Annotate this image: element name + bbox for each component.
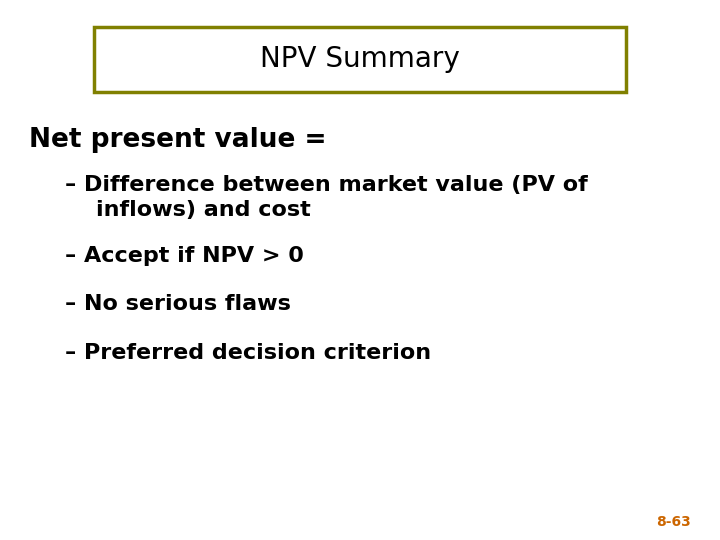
Text: – Difference between market value (PV of
    inflows) and cost: – Difference between market value (PV of…	[65, 176, 588, 220]
Text: NPV Summary: NPV Summary	[260, 45, 460, 73]
Text: Net present value =: Net present value =	[29, 127, 326, 153]
Text: – No serious flaws: – No serious flaws	[65, 294, 291, 314]
Text: – Accept if NPV > 0: – Accept if NPV > 0	[65, 246, 304, 266]
Text: – Preferred decision criterion: – Preferred decision criterion	[65, 343, 431, 363]
FancyBboxPatch shape	[94, 27, 626, 92]
Text: 8-63: 8-63	[657, 515, 691, 529]
